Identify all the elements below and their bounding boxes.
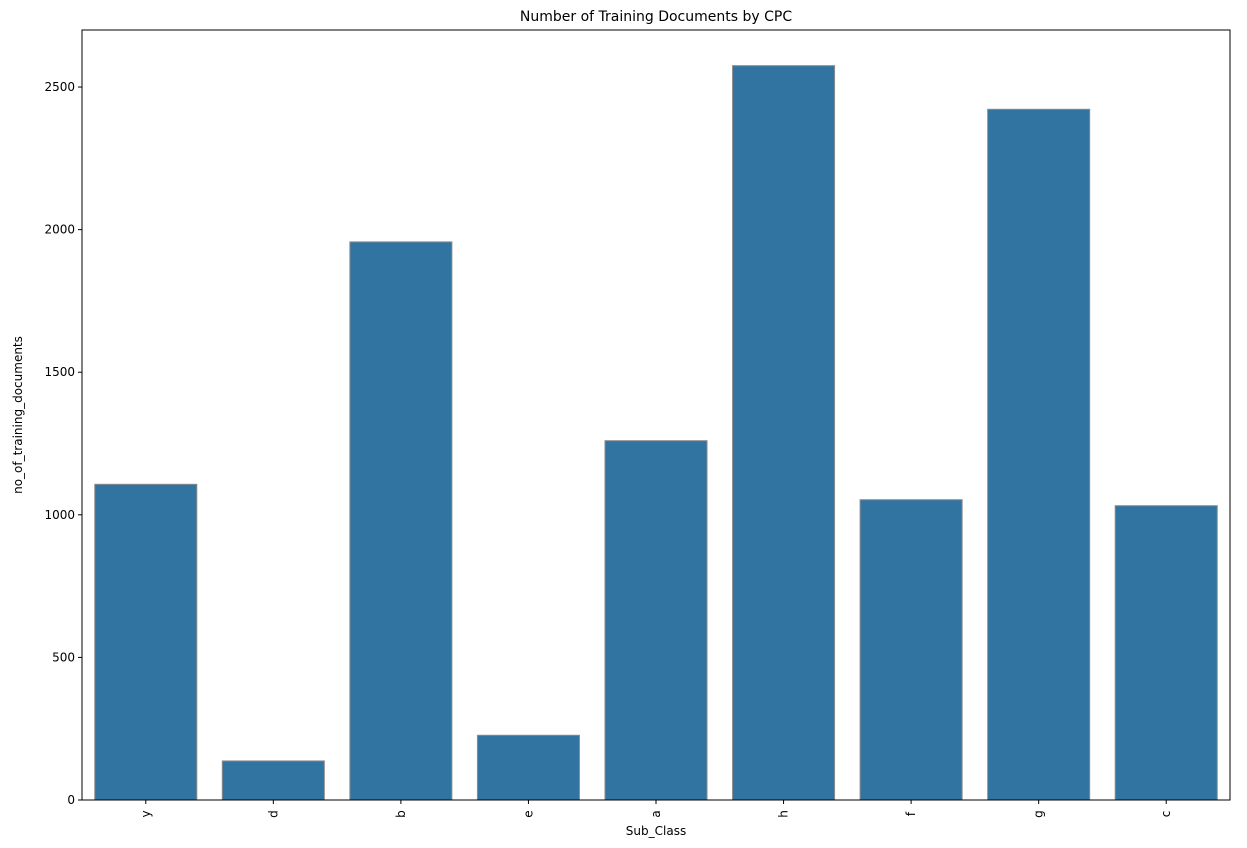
y-tick-label: 500 [52,650,75,664]
x-tick-label: c [1159,811,1173,818]
bar-b [350,242,452,800]
chart-title: Number of Training Documents by CPC [520,9,792,25]
y-tick-label: 1000 [44,508,75,522]
x-tick-label: d [266,810,280,818]
y-axis-ticks: 0 500 1000 1500 2000 2500 [44,80,82,807]
x-tick-label: e [521,810,535,817]
bar-y [95,484,197,800]
x-tick-label: y [139,810,153,817]
y-tick-label: 2500 [44,80,75,94]
bars-group [95,66,1217,800]
x-tick-label: h [777,810,791,818]
y-tick-label: 2000 [44,223,75,237]
bar-f [860,500,962,800]
bar-h [733,66,835,800]
y-tick-label: 1500 [44,365,75,379]
bar-g [988,109,1090,800]
x-axis-label: Sub_Class [626,824,686,838]
y-axis-label: no_of_training_documents [11,336,25,494]
x-tick-label: f [904,811,918,816]
bar-a [605,441,707,800]
bar-c [1115,506,1217,800]
y-tick-label: 0 [67,793,75,807]
x-tick-label: b [394,810,408,818]
bar-e [477,735,579,800]
x-axis-ticks: ydbeahfgc [139,800,1173,818]
x-tick-label: g [1032,810,1046,818]
x-tick-label: a [649,810,663,817]
bar-d [222,761,324,800]
